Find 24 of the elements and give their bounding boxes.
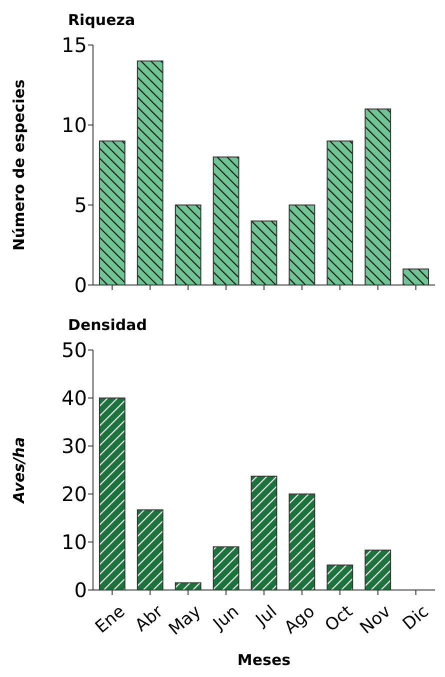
x-tick-label: Nov [356,602,395,638]
x-tick-label: Jun [209,602,243,635]
y-tick-label: 50 [62,338,87,362]
y-axis-title: Número de especies [10,79,28,251]
y-tick-label: 40 [62,386,87,410]
y-tick-label: 10 [62,530,87,554]
x-tick-label: Ene [92,602,130,638]
x-tick-label: Abr [132,602,168,636]
x-tick-label: Jul [252,602,281,631]
y-tick-label: 10 [62,113,87,137]
y-tick-label: 30 [62,434,87,458]
x-tick-label: Ago [280,602,319,638]
y-tick-label: 0 [74,273,87,297]
y-axis-title: Aves/ha [10,437,28,504]
x-tick-label: May [165,602,206,640]
chart-title: Densidad [68,316,147,334]
chart-title: Riqueza [68,11,136,29]
y-tick-label: 15 [62,33,87,57]
y-tick-label: 20 [62,482,87,506]
y-tick-label: 5 [74,193,87,217]
x-axis-title: Meses [237,651,291,669]
x-tick-label: Oct [321,601,358,636]
y-tick-label: 0 [74,578,87,602]
x-tick-label: Dic [399,602,433,634]
